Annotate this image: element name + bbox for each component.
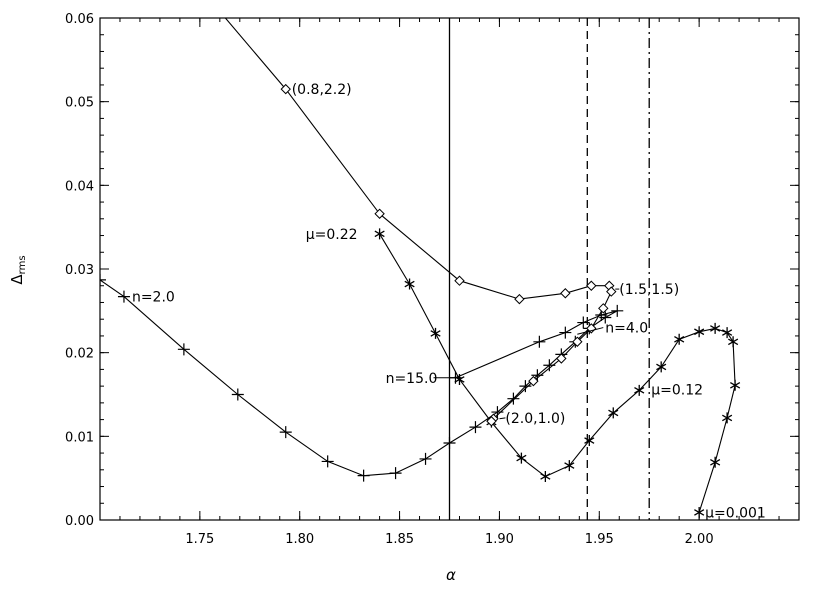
data-point-asterisk [540, 470, 551, 482]
y-tick-label: 0.03 [65, 263, 94, 278]
data-point-plus [100, 273, 106, 286]
data-point-plus [507, 392, 520, 405]
y-tick-label: 0.04 [65, 179, 94, 194]
x-tick-label: 1.90 [485, 532, 514, 547]
data-point-plus [389, 467, 402, 480]
y-tick-label: 0.02 [65, 347, 94, 362]
data-point-asterisk [710, 456, 721, 468]
annotation-group: (0.8,2.2) μ=0.22 n=2.0 (1.5,1.5) n=4.0 n=15.0… [132, 82, 766, 521]
data-point-asterisk [404, 278, 415, 290]
data-point-diamond [572, 336, 583, 347]
data-point-diamond [560, 288, 571, 299]
data-point-plus [559, 326, 572, 339]
data-point-asterisk [374, 228, 385, 240]
data-point-asterisk [584, 435, 595, 447]
data-point-asterisk [694, 326, 705, 338]
data-point-plus [443, 437, 456, 450]
y-axis-label-main: Δ [8, 274, 26, 285]
data-point-asterisk [710, 322, 721, 334]
data-point-plus [117, 290, 130, 303]
x-tick-label: 1.95 [585, 532, 614, 547]
annotation-leader [577, 327, 604, 335]
data-point-diamond [486, 416, 497, 427]
data-point-plus [419, 452, 432, 465]
y-tick-label: 0.05 [65, 96, 94, 111]
data-point-asterisk [674, 333, 685, 345]
series-3-line [224, 18, 612, 422]
data-point-asterisk [722, 412, 733, 424]
y-tick-label: 0.00 [65, 514, 94, 529]
x-tick-label: 1.75 [185, 532, 214, 547]
y-tick-label: 0.06 [65, 12, 94, 27]
x-tick-label: 2.00 [685, 532, 714, 547]
annotation-label: n=2.0 [132, 290, 175, 306]
annotation-label: n=4.0 [605, 321, 648, 337]
data-point-diamond [514, 293, 525, 305]
y-tick-label: 0.01 [65, 430, 94, 445]
data-point-plus [321, 455, 334, 468]
data-point-asterisk [634, 384, 645, 396]
annotation-label: (2.0,1.0) [505, 411, 565, 427]
data-point-plus [519, 380, 532, 393]
tick-labels: 1.75 1.80 1.85 1.90 1.95 2.00 0.00 0.01 0.02 0.03… [65, 12, 714, 547]
data-point-diamond [586, 323, 597, 334]
annotation-label: (0.8,2.2) [292, 82, 352, 98]
data-point-plus [469, 421, 482, 434]
y-axis-label-sub: rms [17, 255, 28, 274]
annotation-label: (1.5,1.5) [619, 282, 679, 298]
data-point-asterisk [564, 460, 575, 472]
data-point-diamond [556, 353, 567, 364]
data-point-plus [357, 469, 370, 482]
annotation-label: μ=0.22 [306, 227, 358, 243]
data-point-plus [177, 343, 190, 356]
annotation-label: n=15.0 [386, 371, 438, 387]
annotation-leader [499, 417, 506, 420]
data-point-asterisk [656, 361, 667, 373]
data-point-asterisk [730, 379, 741, 391]
x-tick-label: 1.80 [285, 532, 314, 547]
data-point-plus [533, 335, 546, 348]
data-point-asterisk [728, 336, 739, 348]
data-point-plus [491, 406, 504, 419]
data-point-diamond [598, 303, 609, 314]
data-point-plus [577, 316, 590, 329]
annotation-label: μ=0.001 [705, 505, 766, 521]
data-point-plus [611, 304, 624, 317]
x-axis-label: α [446, 566, 456, 584]
leader-lines [433, 288, 620, 420]
data-point-diamond [528, 375, 539, 387]
series-1-line [100, 279, 618, 477]
data-point-diamond [454, 275, 465, 286]
data-point-diamond [586, 280, 597, 291]
data-point-diamond [606, 286, 617, 297]
data-point-asterisk [722, 327, 733, 339]
data-point-asterisk [430, 327, 441, 339]
y-axis-label: Δrms [8, 255, 28, 284]
annotation-label: μ=0.12 [651, 382, 703, 398]
data-point-diamond [280, 83, 291, 95]
data-point-asterisk [454, 373, 465, 385]
series-group [100, 18, 741, 518]
axis-ticks [99, 17, 800, 521]
data-point-diamond [374, 208, 385, 219]
data-point-plus [231, 388, 244, 401]
data-point-asterisk [608, 407, 619, 419]
data-point-asterisk [516, 452, 527, 464]
x-tick-label: 1.85 [385, 532, 414, 547]
data-point-plus [279, 426, 292, 439]
reference-lines [448, 18, 650, 520]
